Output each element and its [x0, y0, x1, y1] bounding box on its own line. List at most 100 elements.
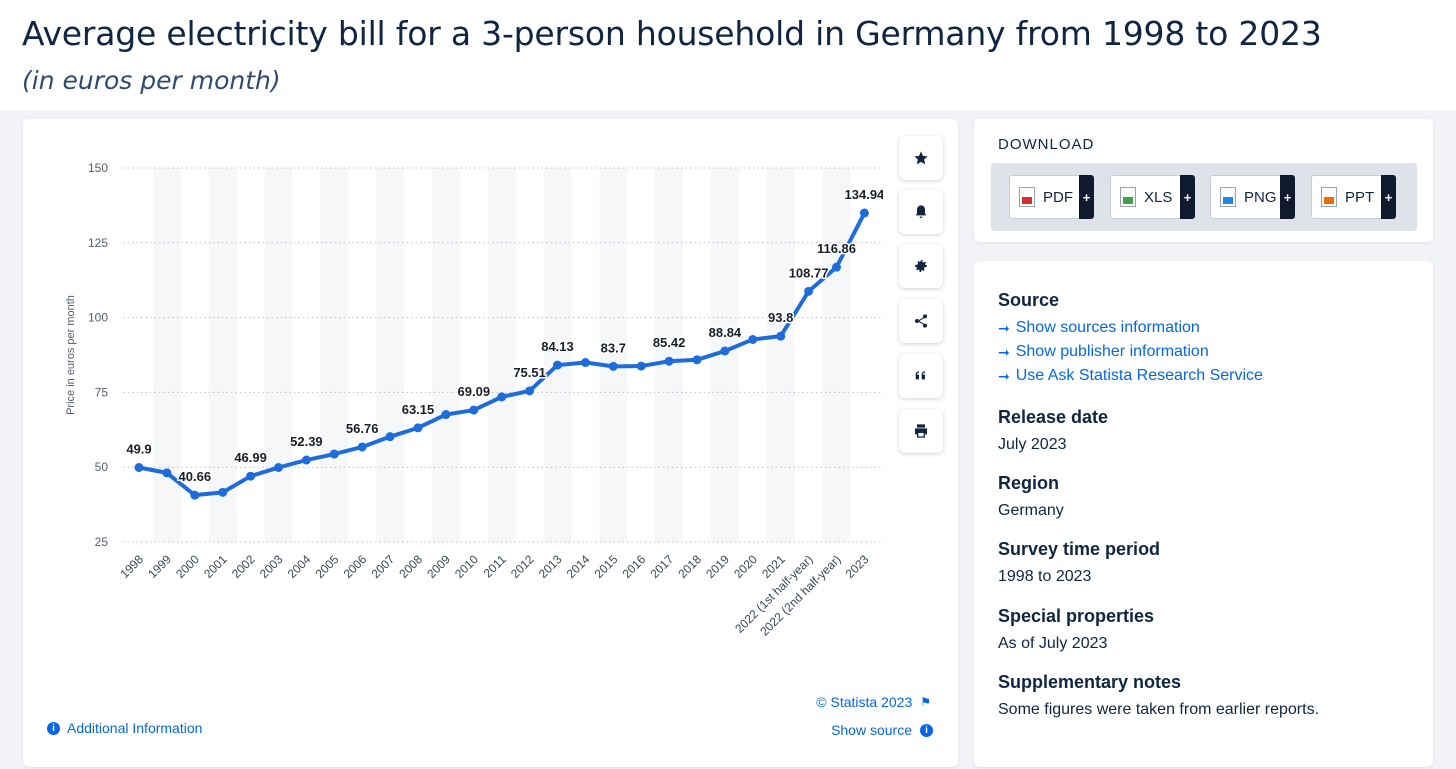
quote-icon [915, 371, 925, 380]
column-band [264, 168, 293, 542]
supplementary-notes-section: Supplementary notes Some figures were ta… [998, 672, 1319, 719]
x-tick-label: 2018 [675, 552, 704, 581]
x-tick-label: 2001 [201, 552, 230, 581]
info-card: Source ➞ Show sources information ➞ Show… [974, 261, 1433, 767]
show-publisher-link[interactable]: ➞ Show publisher information [998, 343, 1263, 361]
data-point [357, 442, 367, 452]
show-publisher-text: Show publisher information [1015, 343, 1209, 360]
y-tick-label: 75 [95, 385, 109, 399]
x-tick-label: 2003 [257, 552, 286, 581]
data-point [329, 449, 339, 459]
column-band [655, 168, 684, 542]
region-heading: Region [998, 473, 1059, 493]
info-icon: i [47, 721, 60, 735]
settings-button[interactable] [899, 244, 943, 288]
survey-period-heading: Survey time period [998, 539, 1161, 559]
x-tick-label: 2020 [731, 552, 760, 581]
download-png-button[interactable]: PNG + [1210, 175, 1295, 219]
download-title: DOWNLOAD [998, 136, 1095, 153]
data-point [162, 468, 172, 478]
x-tick-label: 2002 [229, 552, 258, 581]
gear-icon [915, 260, 927, 272]
xls-file-icon [1120, 187, 1136, 207]
data-point [218, 487, 228, 497]
x-tick-label: 2004 [285, 552, 314, 581]
y-tick-label: 125 [88, 236, 108, 250]
arrow-right-icon: ➞ [998, 343, 1010, 360]
data-label: 88.84 [709, 325, 742, 340]
ask-statista-link[interactable]: ➞ Use Ask Statista Research Service [998, 367, 1263, 385]
data-point [692, 355, 702, 365]
data-label: 56.76 [346, 421, 379, 436]
release-value: July 2023 [998, 436, 1067, 453]
flag-icon: ⚑ [920, 695, 931, 709]
x-tick-label: 2010 [452, 552, 481, 581]
arrow-right-icon: ➞ [998, 367, 1010, 384]
data-label: 40.66 [179, 469, 212, 484]
region-value: Germany [998, 502, 1064, 519]
y-axis-label: Price in euros per month [65, 295, 77, 415]
data-point [720, 346, 730, 356]
supplementary-notes-value: Some figures were taken from earlier rep… [998, 701, 1320, 718]
show-source-text: Show source [831, 722, 912, 738]
data-point [246, 471, 256, 481]
data-point [580, 358, 590, 368]
column-band [431, 168, 460, 542]
print-button[interactable] [899, 409, 943, 453]
data-point [804, 286, 814, 296]
column-band [766, 168, 795, 542]
copyright-text: © Statista 2023 [816, 694, 913, 710]
chart-card: 25 50 75 100 125 150 Price in euros per month 1… [23, 119, 958, 767]
x-tick-label: 2008 [396, 552, 425, 581]
plus-icon: + [1180, 175, 1195, 219]
special-properties-value: As of July 2023 [998, 635, 1108, 652]
source-heading: Source [998, 290, 1060, 310]
notification-button[interactable] [899, 190, 943, 234]
bell-icon [915, 205, 927, 218]
copyright[interactable]: © Statista 2023 ⚑ [816, 694, 931, 710]
x-tick-label: 2012 [508, 552, 537, 581]
download-card: DOWNLOAD PDF + XLS + PNG + PPT + [974, 119, 1433, 242]
column-band [487, 168, 516, 542]
plus-icon: + [1079, 175, 1094, 219]
data-point [469, 405, 479, 415]
download-pdf-button[interactable]: PDF + [1009, 175, 1094, 219]
show-source-link[interactable]: Show source i [831, 722, 933, 738]
column-band [320, 168, 349, 542]
column-band [822, 168, 851, 542]
download-bar: PDF + XLS + PNG + PPT + [991, 163, 1417, 231]
x-tick-label: 2017 [647, 552, 676, 581]
data-point [190, 490, 200, 500]
download-xls-label: XLS [1144, 188, 1173, 206]
download-xls-button[interactable]: XLS + [1110, 175, 1195, 219]
x-tick-label: 2015 [592, 552, 621, 581]
x-tick-label: 2016 [620, 552, 649, 581]
page-title: Average electricity bill for a 3-person … [22, 14, 1322, 53]
x-tick-label: 2023 [843, 552, 872, 581]
favorite-button[interactable] [899, 136, 943, 180]
region-section: Region Germany [998, 473, 1064, 520]
x-tick-label: 2014 [564, 552, 593, 581]
data-point [859, 208, 869, 218]
y-tick-label: 25 [95, 535, 109, 549]
data-label: 46.99 [234, 450, 267, 465]
info-icon: i [920, 723, 933, 737]
data-point [274, 462, 283, 472]
arrow-right-icon: ➞ [998, 319, 1010, 336]
column-band [376, 168, 405, 542]
show-sources-link[interactable]: ➞ Show sources information [998, 319, 1263, 337]
column-band [599, 168, 628, 542]
cite-button[interactable] [899, 354, 943, 398]
download-ppt-button[interactable]: PPT + [1311, 175, 1396, 219]
x-tick-label: 1999 [145, 552, 174, 581]
special-properties-heading: Special properties [998, 606, 1155, 626]
additional-information-link[interactable]: i Additional Information [47, 720, 202, 736]
share-button[interactable] [899, 299, 943, 343]
plus-icon: + [1381, 175, 1396, 219]
data-label: 52.39 [290, 434, 323, 449]
data-point [748, 334, 758, 344]
x-tick-label: 2013 [536, 552, 565, 581]
data-label: 108.77 [789, 265, 829, 280]
y-tick-label: 50 [95, 460, 109, 474]
release-heading: Release date [998, 407, 1109, 427]
